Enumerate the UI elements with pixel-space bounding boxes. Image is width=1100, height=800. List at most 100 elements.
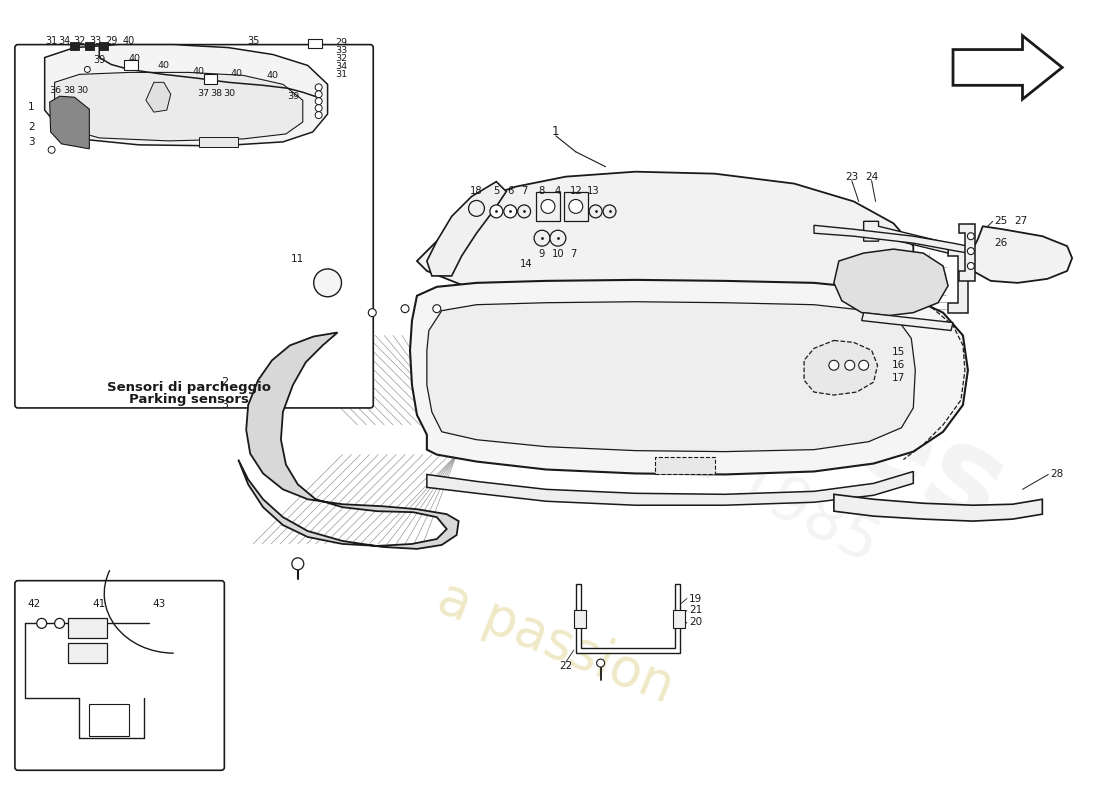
Circle shape bbox=[603, 205, 616, 218]
Text: 16: 16 bbox=[891, 360, 904, 370]
Polygon shape bbox=[953, 36, 1063, 99]
Bar bbox=[308, 38, 321, 47]
Circle shape bbox=[316, 84, 322, 90]
Circle shape bbox=[316, 90, 322, 98]
Text: 23: 23 bbox=[845, 172, 858, 182]
Bar bbox=[564, 191, 587, 222]
Bar bbox=[204, 74, 218, 84]
Text: 4: 4 bbox=[554, 186, 561, 195]
Polygon shape bbox=[55, 73, 302, 141]
Bar bbox=[86, 42, 95, 50]
Text: 13: 13 bbox=[587, 186, 600, 195]
Circle shape bbox=[590, 205, 602, 218]
Text: 9: 9 bbox=[539, 249, 546, 259]
Text: 39: 39 bbox=[94, 55, 106, 66]
Circle shape bbox=[314, 269, 341, 297]
Text: Sensori di parcheggio: Sensori di parcheggio bbox=[107, 381, 271, 394]
Circle shape bbox=[316, 98, 322, 105]
Text: 36: 36 bbox=[50, 86, 62, 94]
Text: 1: 1 bbox=[552, 126, 560, 138]
Polygon shape bbox=[575, 584, 680, 653]
Polygon shape bbox=[814, 226, 968, 253]
Circle shape bbox=[469, 201, 484, 216]
Text: 35: 35 bbox=[248, 36, 260, 46]
Polygon shape bbox=[834, 494, 1043, 521]
Text: 21: 21 bbox=[689, 606, 702, 615]
Text: 2: 2 bbox=[28, 122, 34, 132]
Polygon shape bbox=[948, 246, 968, 313]
Polygon shape bbox=[861, 313, 953, 330]
Text: 40: 40 bbox=[192, 67, 205, 76]
Text: 31: 31 bbox=[45, 36, 57, 46]
Circle shape bbox=[490, 205, 503, 218]
Text: 15: 15 bbox=[891, 347, 904, 358]
Text: 34: 34 bbox=[336, 62, 348, 71]
Bar bbox=[673, 610, 685, 628]
Polygon shape bbox=[971, 226, 1072, 283]
Polygon shape bbox=[417, 172, 913, 302]
Text: 1: 1 bbox=[28, 102, 34, 112]
Text: 19: 19 bbox=[689, 594, 702, 603]
Circle shape bbox=[36, 618, 46, 628]
Text: 32: 32 bbox=[74, 36, 86, 46]
Text: 31: 31 bbox=[336, 70, 348, 79]
Text: 27: 27 bbox=[1014, 216, 1027, 226]
Text: 43: 43 bbox=[152, 598, 165, 609]
Polygon shape bbox=[427, 182, 506, 276]
Circle shape bbox=[596, 659, 605, 667]
Text: 18: 18 bbox=[470, 186, 483, 195]
Circle shape bbox=[368, 309, 376, 317]
Text: 40: 40 bbox=[230, 69, 242, 78]
Text: 22: 22 bbox=[559, 661, 572, 671]
Text: 33: 33 bbox=[89, 36, 101, 46]
Circle shape bbox=[859, 360, 869, 370]
Text: a passion: a passion bbox=[430, 572, 682, 714]
Text: 10: 10 bbox=[551, 249, 564, 259]
Text: 39: 39 bbox=[287, 92, 299, 101]
Text: 6: 6 bbox=[507, 186, 514, 195]
Text: 42: 42 bbox=[28, 598, 41, 609]
Text: 28: 28 bbox=[1050, 470, 1064, 479]
Circle shape bbox=[85, 66, 90, 73]
Bar bbox=[67, 618, 107, 638]
Text: 25: 25 bbox=[994, 216, 1008, 226]
Polygon shape bbox=[864, 222, 948, 253]
Circle shape bbox=[316, 105, 322, 112]
Text: 3: 3 bbox=[28, 137, 34, 147]
Bar bbox=[99, 42, 108, 50]
Text: Europes: Europes bbox=[464, 183, 1025, 558]
Bar bbox=[198, 137, 239, 147]
Circle shape bbox=[292, 558, 304, 570]
Text: 40: 40 bbox=[128, 54, 140, 63]
Text: 40: 40 bbox=[123, 36, 135, 46]
Polygon shape bbox=[834, 249, 948, 316]
Circle shape bbox=[535, 230, 550, 246]
FancyBboxPatch shape bbox=[15, 45, 373, 408]
Text: 29: 29 bbox=[336, 38, 348, 47]
Text: 7: 7 bbox=[571, 249, 578, 259]
Circle shape bbox=[316, 112, 322, 118]
Text: 34: 34 bbox=[58, 36, 70, 46]
Text: 3: 3 bbox=[221, 400, 229, 410]
Text: 2: 2 bbox=[221, 377, 229, 387]
Polygon shape bbox=[804, 341, 878, 395]
Text: 40: 40 bbox=[267, 71, 279, 80]
Text: 24: 24 bbox=[865, 172, 878, 182]
Bar bbox=[536, 191, 560, 222]
Circle shape bbox=[432, 305, 441, 313]
Circle shape bbox=[55, 618, 65, 628]
Text: 38: 38 bbox=[64, 86, 76, 94]
Polygon shape bbox=[427, 471, 913, 506]
Circle shape bbox=[967, 248, 975, 254]
Polygon shape bbox=[959, 224, 975, 281]
Text: 11: 11 bbox=[292, 254, 305, 264]
Circle shape bbox=[967, 233, 975, 240]
Text: 20: 20 bbox=[689, 618, 702, 627]
Polygon shape bbox=[45, 45, 328, 146]
Polygon shape bbox=[427, 302, 915, 452]
Polygon shape bbox=[50, 96, 89, 149]
Bar bbox=[89, 704, 129, 735]
Text: 12: 12 bbox=[570, 186, 582, 195]
Text: 7: 7 bbox=[521, 186, 527, 195]
Text: 14: 14 bbox=[520, 259, 532, 269]
